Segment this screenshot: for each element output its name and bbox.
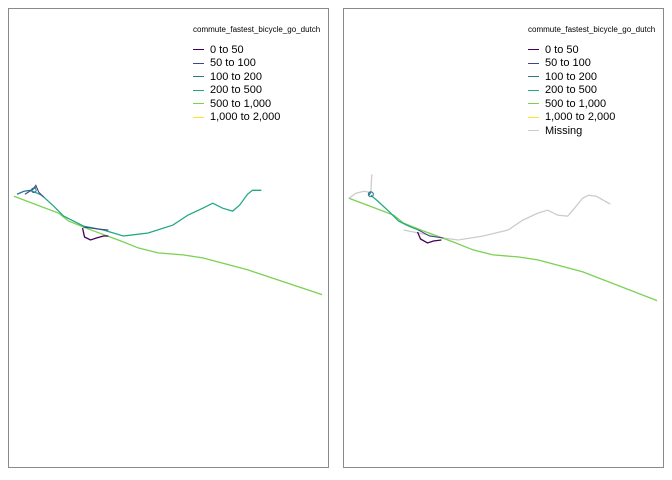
legend-item: 50 to 100	[193, 57, 320, 71]
legend-label: 1,000 to 2,000	[545, 111, 616, 124]
legend-swatch	[193, 49, 204, 51]
route-segment-100-200	[368, 191, 372, 196]
route-segment-50-100	[418, 229, 444, 239]
legend-label: 500 to 1,000	[210, 97, 272, 110]
legend-label: 50 to 100	[545, 57, 591, 70]
map-legend: commute_fastest_bicycle_go_dutch 0 to 50…	[528, 25, 655, 138]
legend-swatch	[528, 49, 539, 51]
legend-item: 100 to 200	[193, 70, 320, 84]
legend-item: 0 to 50	[528, 43, 655, 57]
map-panel-right: commute_fastest_bicycle_go_dutch 0 to 50…	[343, 8, 664, 468]
legend-item: 500 to 1,000	[193, 97, 320, 111]
legend-item: 200 to 500	[193, 84, 320, 98]
route-segment-500-1000	[348, 197, 658, 302]
legend-label: 100 to 200	[210, 70, 262, 83]
legend-title: commute_fastest_bicycle_go_dutch	[193, 25, 321, 34]
legend-swatch	[193, 89, 204, 91]
legend-label: 200 to 500	[210, 84, 262, 97]
route-segment-200-500	[30, 189, 262, 237]
route-junction-marker	[367, 191, 374, 198]
legend-swatch	[528, 89, 539, 91]
legend-item: 1,000 to 2,000	[528, 111, 655, 125]
legend-swatch	[193, 76, 204, 78]
route-segment-0-50	[81, 227, 109, 241]
legend-label: 0 to 50	[210, 43, 244, 56]
legend-swatch	[193, 62, 204, 64]
legend-swatch	[193, 116, 204, 118]
route-segment-500-1000	[13, 195, 323, 296]
route-segment-missing	[348, 174, 611, 241]
map-legend: commute_fastest_bicycle_go_dutch 0 to 50…	[193, 25, 320, 124]
legend-swatch	[528, 103, 539, 105]
legend-label: 100 to 200	[545, 70, 597, 83]
legend-swatch	[528, 116, 539, 118]
route-segment-0-50	[416, 231, 442, 244]
legend-label: 1,000 to 2,000	[210, 111, 281, 124]
map-panel-left: commute_fastest_bicycle_go_dutch 0 to 50…	[8, 8, 329, 468]
legend-item: Missing	[528, 124, 655, 138]
legend-label: Missing	[545, 124, 583, 137]
legend-label: 50 to 100	[210, 57, 256, 70]
legend-item: 0 to 50	[193, 43, 320, 57]
legend-swatch	[528, 130, 539, 132]
legend-title: commute_fastest_bicycle_go_dutch	[528, 25, 656, 34]
legend-item: 1,000 to 2,000	[193, 111, 320, 125]
route-segment-200-500	[370, 194, 419, 231]
legend-swatch	[193, 103, 204, 105]
route-segment-50-100	[24, 184, 109, 231]
route-network-map-left	[13, 184, 323, 296]
route-network-map-right	[348, 174, 658, 302]
legend-item: 50 to 100	[528, 57, 655, 71]
legend-item: 200 to 500	[528, 84, 655, 98]
legend-item: 500 to 1,000	[528, 97, 655, 111]
legend-swatch	[528, 76, 539, 78]
route-junction-marker	[31, 187, 37, 194]
legend-item: 100 to 200	[528, 70, 655, 84]
legend-label: 0 to 50	[545, 43, 579, 56]
legend-swatch	[528, 62, 539, 64]
legend-label: 500 to 1,000	[545, 97, 607, 110]
legend-label: 200 to 500	[545, 84, 597, 97]
